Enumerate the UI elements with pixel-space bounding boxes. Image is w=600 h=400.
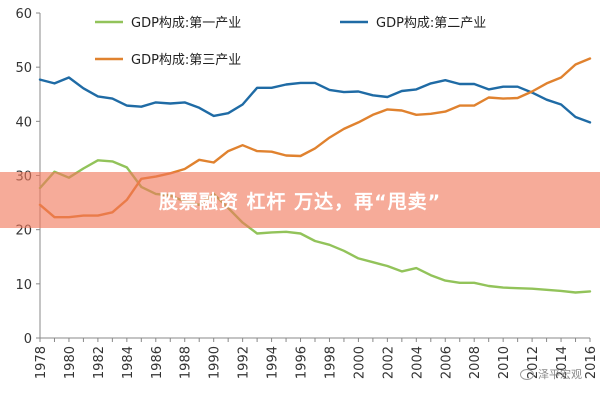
x-tick-label: 2008	[468, 346, 483, 379]
x-tick-label: 1998	[323, 346, 338, 379]
legend-label: GDP构成:第一产业	[131, 16, 241, 31]
legend-label: GDP构成:第二产业	[376, 16, 486, 31]
x-tick-label: 2016	[584, 346, 599, 379]
x-tick-label: 1980	[63, 346, 78, 379]
x-tick-label: 1986	[150, 346, 165, 379]
x-tick-label: 2002	[381, 346, 396, 379]
headline-text: 股票融资 杠杆 万达，再“甩卖”	[158, 190, 442, 213]
watermark: 泽平宏观	[520, 366, 582, 382]
x-tick-label: 2006	[439, 346, 454, 379]
x-tick-label: 2000	[352, 346, 367, 379]
x-tick-label: 1996	[295, 346, 310, 379]
watermark-text: 泽平宏观	[538, 368, 582, 381]
x-tick-label: 2004	[410, 346, 425, 379]
y-tick-label: 10	[15, 278, 32, 293]
x-tick-label: 2010	[497, 346, 512, 379]
x-tick-label: 1990	[208, 346, 223, 379]
headline-banner: 股票融资 杠杆 万达，再“甩卖”	[0, 172, 600, 228]
x-axis-ticks: 1978 1980 1982 1984 1986 1988 1990 1992 1994 1996…	[34, 338, 599, 379]
legend: GDP构成:第一产业 GDP构成:第二产业 GDP构成:第三产业	[95, 16, 486, 68]
legend-label: GDP构成:第三产业	[131, 53, 241, 68]
wechat-icon	[520, 368, 534, 380]
y-tick-label: 0	[24, 332, 32, 347]
y-tick-label: 60	[15, 7, 32, 22]
x-tick-label: 1994	[266, 346, 281, 379]
x-tick-label: 1978	[34, 346, 49, 379]
series-line-2	[38, 76, 592, 124]
x-tick-label: 1984	[121, 346, 136, 379]
x-tick-label: 1992	[237, 346, 252, 379]
x-tick-label: 1988	[179, 346, 194, 379]
x-tick-label: 2014	[555, 346, 570, 379]
y-tick-label: 50	[15, 61, 32, 76]
x-tick-label: 1982	[92, 346, 107, 379]
y-tick-label: 40	[15, 115, 32, 130]
